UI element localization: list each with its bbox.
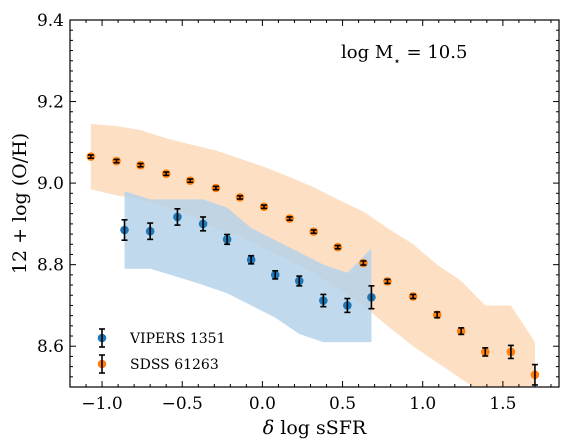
y-tick-label: 9.0	[37, 174, 64, 194]
y-tick-label: 9.2	[37, 93, 64, 113]
x-tick-label: −0.5	[162, 394, 203, 414]
annotation-value: = 10.5	[401, 42, 468, 63]
legend-label-vipers: VIPERS 1351	[129, 331, 226, 347]
tick-labels: −1.0 −0.5 0.0 0.5 1.0 1.5 8.6 8.8 9.0 9.2 9.4	[37, 11, 516, 414]
x-tick-label: 0.0	[249, 394, 276, 414]
y-tick-label: 8.6	[37, 337, 64, 357]
mass-annotation: log M⋆ = 10.5	[341, 42, 467, 68]
legend: VIPERS 1351 SDSS 61263	[97, 328, 226, 374]
annotation-subscript: ⋆	[393, 54, 401, 68]
x-axis-label: δ log sSFR	[263, 417, 367, 439]
y-axis-label: 12 + log (O/H)	[9, 133, 31, 274]
y-tick-label: 8.8	[37, 256, 64, 276]
x-axis-label-delta: δ	[263, 417, 274, 439]
data-points	[86, 152, 540, 386]
legend-label-sdss: SDSS 61263	[130, 357, 219, 373]
x-tick-label: 1.5	[489, 394, 516, 414]
band-sdss	[90, 123, 535, 387]
x-tick-label: −1.0	[81, 394, 122, 414]
annotation-prefix: log M	[341, 42, 393, 63]
x-tick-label: 0.5	[329, 394, 356, 414]
x-tick-label: 1.0	[409, 394, 436, 414]
axis-ticks	[70, 19, 559, 387]
x-axis-label-rest: log sSFR	[274, 417, 367, 439]
band-vipers	[124, 191, 372, 343]
y-tick-label: 9.4	[37, 11, 64, 31]
confidence-bands	[90, 123, 535, 387]
